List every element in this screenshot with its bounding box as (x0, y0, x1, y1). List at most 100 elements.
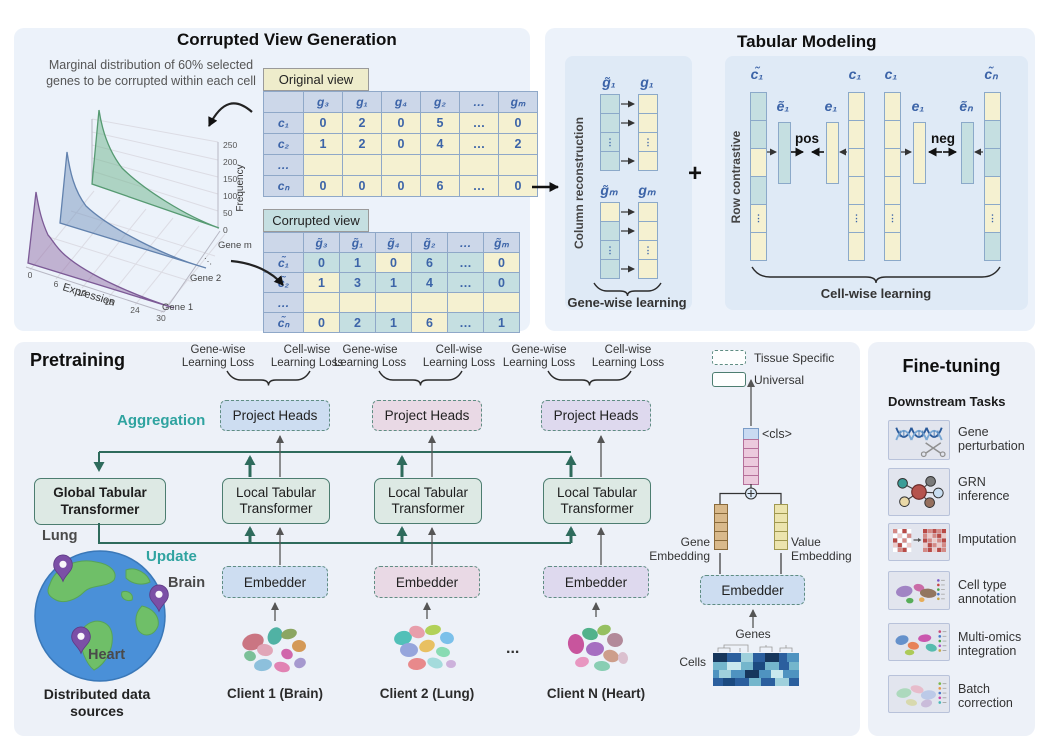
global-tabular-transformer: Global Tabular Transformer (34, 478, 166, 525)
gene-loss-label-3: Gene-wise Learning Loss (502, 344, 576, 369)
globe-icon (34, 550, 169, 682)
cell-column-cn-tilde: ⋮ (984, 92, 1001, 261)
local-tabular-transformer-3: Local Tabular Transformer (543, 478, 651, 524)
svg-text:150: 150 (223, 174, 237, 184)
distributed-data-sources-label: Distributed data sources (43, 686, 151, 719)
project-heads-1: Project Heads (220, 400, 330, 431)
svg-text:18: 18 (104, 297, 114, 307)
local-tabular-transformer-1: Local Tabular Transformer (222, 478, 330, 524)
svg-text:Gene 1: Gene 1 (162, 302, 193, 313)
g1-tilde-label: g̃₁ (602, 74, 616, 90)
update-label: Update (146, 548, 197, 565)
marginal-distribution-note: Marginal distribution of 60% selected ge… (46, 58, 256, 88)
embedder-1: Embedder (222, 566, 328, 598)
c1-tilde-label: c̃₁ (750, 66, 764, 82)
task-label-2: GRN inference (958, 475, 1010, 504)
panel-title-fine-tuning: Fine-tuning (902, 356, 1001, 376)
cell-loss-label-2: Cell-wise Learning Loss (422, 344, 496, 369)
universal-legend-swatch (712, 372, 746, 387)
y-axis-label: Frequency (235, 164, 246, 211)
c1-label-a: c₁ (848, 66, 862, 82)
downstream-tasks-label: Downstream Tasks (888, 394, 1006, 409)
g1-label: g₁ (640, 74, 654, 90)
panel-title-pretraining: Pretraining (30, 350, 126, 370)
task-label-3: Imputation (958, 532, 1017, 546)
task-label-1: Gene perturbation (958, 425, 1025, 454)
column-reconstruction-label: Column reconstruction (572, 117, 586, 250)
scatter-clusters-icon (888, 623, 950, 661)
embedding-bar-en-tilde (961, 122, 974, 184)
cell-loss-label-3: Cell-wise Learning Loss (591, 344, 665, 369)
gm-label: gₘ (638, 182, 656, 198)
svg-text:6: 6 (54, 279, 59, 289)
marginal-distribution-3d-plot: 0 6 12 18 24 30 250 200 150 100 50 0 Gen… (25, 109, 252, 323)
svg-text:50: 50 (223, 208, 233, 218)
ridge-gene-2 (59, 151, 207, 269)
corrupted-gene-column-1: ⋮ (600, 94, 620, 171)
svg-text:24: 24 (130, 305, 140, 315)
expression-heatmap (713, 644, 799, 686)
embedding-bar-e1-tilde (778, 122, 791, 184)
svg-text:Gene m: Gene m (218, 240, 252, 251)
original-view-table: Original view g₃ g₁ g₄ g₂… gₘ c₁ 0 2 0 5… 0 c₂ 1… (263, 68, 538, 197)
task-label-6: Batch correction (958, 682, 1013, 711)
corrupted-gene-column-m: ⋮ (600, 202, 620, 279)
pin-label-heart: Heart (88, 647, 126, 663)
task-label-5: Multi-omics integration (958, 630, 1022, 659)
value-embedding-stack (774, 504, 788, 550)
map-pin-icons (53, 554, 169, 655)
c1-label-b: c₁ (884, 66, 898, 82)
svg-text:100: 100 (223, 191, 237, 201)
neg-label: neg (930, 131, 955, 146)
client-n-label: Client N (Heart) (546, 686, 646, 701)
en-tilde-label: ẽₙ (959, 98, 973, 114)
svg-text:12: 12 (77, 288, 87, 298)
original-gene-column-1: ⋮ (638, 94, 658, 171)
heatmap-arrow-icon (888, 523, 950, 561)
gene-loss-label-2: Gene-wise Learning Loss (333, 344, 407, 369)
svg-text:250: 250 (223, 140, 237, 150)
svg-text:Gene 2: Gene 2 (190, 273, 221, 284)
row-contrastive-box (725, 56, 1028, 310)
gene-loss-label-1: Gene-wise Learning Loss (181, 344, 255, 369)
row-contrastive-label: Row contrastive (729, 130, 743, 224)
tissue-specific-legend-label: Tissue Specific (754, 351, 835, 365)
e1-label-a: e₁ (824, 98, 838, 114)
network-icon (888, 468, 950, 516)
plus-sign: + (688, 160, 703, 187)
client-n-umap-image (567, 624, 629, 672)
universal-legend-label: Universal (754, 373, 805, 387)
panel-title-tm: Tabular Modeling (737, 32, 877, 51)
cn-tilde-label: c̃ₙ (984, 66, 998, 82)
ridge-gene-1 (27, 191, 175, 309)
cell-column-c1-tilde: ⋮ (750, 92, 767, 261)
embedding-bar-e1-a (826, 122, 839, 184)
pos-label: pos (794, 131, 819, 146)
local-tabular-transformer-2: Local Tabular Transformer (374, 478, 482, 524)
pin-label-lung: Lung (42, 528, 78, 544)
svg-text:30: 30 (156, 313, 166, 323)
value-embedding-label: Value Embedding (791, 535, 852, 563)
cell-column-c1-b: ⋮ (884, 92, 901, 261)
gm-tilde-label: g̃ₘ (600, 182, 618, 198)
client-2-umap-image (394, 624, 456, 671)
cls-token-stack (743, 428, 759, 485)
client-1-umap-image (242, 627, 306, 673)
genes-label: Genes (735, 627, 771, 641)
ridge-gene-m (91, 109, 220, 229)
embedder-4: Embedder (700, 575, 805, 605)
task-label-4: Cell type annotation (958, 578, 1017, 607)
pin-label-brain: Brain (168, 575, 206, 591)
project-heads-2: Project Heads (372, 400, 482, 431)
original-gene-column-m: ⋮ (638, 202, 658, 279)
gene-wise-learning-label: Gene-wise learning (567, 295, 687, 310)
corrupted-view-tab: Corrupted view (263, 209, 369, 232)
cell-wise-learning-label: Cell-wise learning (820, 286, 932, 301)
gene-embedding-stack (714, 504, 728, 550)
gene-embedding-label: Gene Embedding (649, 535, 710, 563)
panel-title-cvg: Corrupted View Generation (177, 30, 397, 49)
svg-text:0: 0 (223, 225, 228, 235)
cells-label: Cells (679, 655, 706, 669)
